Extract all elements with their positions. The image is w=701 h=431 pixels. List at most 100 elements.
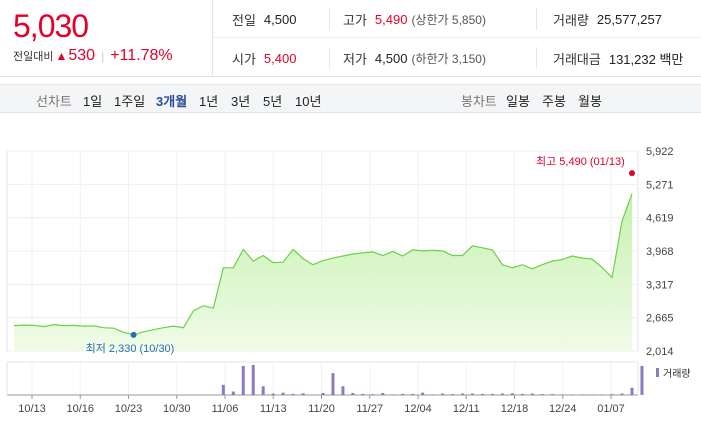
- volume-bar: [431, 394, 435, 395]
- open-price: 시가 5,400: [232, 50, 297, 67]
- tab-3m[interactable]: 3개월: [156, 94, 188, 109]
- divider: [329, 47, 330, 69]
- x-tick-label: 12/04: [404, 403, 432, 415]
- y-tick-label: 3,317: [646, 279, 674, 291]
- volume-bar: [291, 393, 295, 395]
- volume-bar: [301, 393, 305, 395]
- change-percent: +11.78%: [110, 47, 173, 64]
- tab-weekly-candle[interactable]: 주봉: [542, 94, 566, 109]
- x-tick-label: 12/18: [501, 403, 529, 415]
- y-tick-label: 2,014: [646, 346, 674, 358]
- day-low: 저가 4,500 (하한가 3,150): [343, 50, 486, 67]
- volume-bar: [241, 365, 245, 395]
- volume-bar: [331, 373, 335, 395]
- volume-bar: [381, 392, 385, 395]
- x-tick-label: 10/23: [115, 403, 143, 415]
- divider: [329, 8, 330, 30]
- volume-bar: [600, 394, 604, 395]
- volume-bar: [251, 365, 255, 395]
- prev-close: 전일 4,500: [232, 11, 297, 28]
- volume-bar: [560, 394, 564, 395]
- volume-bar: [471, 393, 475, 395]
- volume-bar: [231, 391, 235, 395]
- volume-bar: [500, 393, 504, 395]
- volume-bar: [540, 394, 544, 395]
- volume-bar: [391, 394, 395, 395]
- volume-swatch: [656, 368, 659, 377]
- x-tick-label: 11/06: [212, 403, 239, 415]
- volume-legend: 거래량: [656, 365, 691, 380]
- quote-row-1: 전일 4,500 고가 5,490 (상한가 5,850) 거래량 25,577…: [213, 0, 701, 38]
- volume-bar: [520, 393, 524, 395]
- quote-row-2: 시가 5,400 저가 4,500 (하한가 3,150) 거래대금 131,2…: [213, 39, 701, 77]
- y-tick-label: 3,968: [646, 246, 674, 258]
- volume-bar: [630, 387, 634, 395]
- volume-bar: [411, 393, 415, 395]
- volume-bar: [371, 394, 375, 395]
- volume-bar: [261, 386, 265, 395]
- tab-daily-candle[interactable]: 일봉: [506, 94, 530, 109]
- volume-bar: [620, 393, 624, 395]
- day-high: 고가 5,490 (상한가 5,850): [343, 11, 486, 28]
- volume-bar: [451, 394, 455, 395]
- volume-bar: [341, 386, 345, 395]
- volume-bar: [550, 394, 554, 395]
- volume-bar: [271, 393, 275, 395]
- x-tick-label: 11/13: [260, 403, 287, 415]
- tab-3y[interactable]: 3년: [231, 94, 251, 109]
- volume-bar: [351, 392, 355, 395]
- price-change: 전일대비 ▲ 530 | +11.78%: [13, 47, 173, 65]
- volume-bar: [530, 393, 534, 395]
- price-area: [14, 193, 632, 351]
- volume-bar: [361, 393, 365, 395]
- y-tick-label: 5,922: [646, 146, 674, 158]
- high-annotation: 최고 5,490 (01/13): [536, 156, 625, 169]
- x-tick-label: 10/30: [163, 403, 191, 415]
- change-separator: |: [101, 49, 105, 63]
- tab-1w[interactable]: 1주일: [114, 94, 146, 109]
- y-tick-label: 5,271: [646, 179, 674, 191]
- x-tick-label: 12/11: [453, 403, 480, 415]
- volume-stat: 거래량 25,577,257: [553, 11, 662, 28]
- volume-bar: [461, 393, 465, 395]
- x-tick-label: 01/07: [597, 403, 625, 415]
- tab-10y[interactable]: 10년: [295, 94, 322, 109]
- volume-bar: [480, 393, 484, 395]
- tab-5y[interactable]: 5년: [263, 94, 283, 109]
- volume-bar: [401, 393, 405, 395]
- trade-value-stat: 거래대금 131,232 백만: [553, 51, 684, 67]
- x-tick-label: 11/27: [356, 403, 383, 415]
- low-annotation: 최저 2,330 (10/30): [85, 342, 175, 355]
- change-label: 전일대비: [13, 51, 54, 63]
- current-price: 5,030: [13, 8, 89, 44]
- divider: [536, 47, 537, 69]
- x-tick-label: 10/13: [18, 403, 46, 415]
- y-tick-label: 4,619: [646, 213, 674, 225]
- volume-bar: [570, 394, 574, 395]
- high-marker: [629, 170, 635, 177]
- y-tick-label: 2,665: [646, 313, 674, 325]
- line-chart-label: 선차트: [36, 94, 72, 109]
- volume-bar: [281, 392, 285, 395]
- x-tick-label: 10/16: [66, 403, 94, 415]
- quote-panel: 5,030 전일대비 ▲ 530 | +11.78% 전일 4,500 고가 5…: [0, 0, 701, 77]
- x-tick-label: 11/20: [308, 403, 335, 415]
- price-box: 5,030 전일대비 ▲ 530 | +11.78%: [0, 0, 213, 77]
- chart-canvas: 5,922 5,271 4,619 3,968 3,317 2,665 2,014 10/13…: [6, 146, 674, 415]
- candle-chart-label: 봉차트: [461, 94, 497, 109]
- volume-bar: [590, 394, 594, 395]
- volume-bar: [580, 394, 584, 395]
- volume-bar: [490, 393, 494, 395]
- divider: [536, 8, 537, 30]
- chart-tabs: 선차트 1일 1주일 3개월 1년 3년 5년 10년 봉차트 일봉 주봉 월봉: [0, 84, 701, 113]
- volume-bar: [421, 392, 425, 395]
- tab-1d[interactable]: 1일: [83, 94, 103, 109]
- price-chart: 5,922 5,271 4,619 3,968 3,317 2,665 2,014 10/13…: [0, 130, 701, 431]
- volume-bar: [321, 392, 325, 395]
- change-amount: 530: [68, 47, 96, 64]
- up-arrow-icon: ▲: [55, 49, 68, 63]
- volume-bar: [221, 384, 225, 395]
- volume-bar: [610, 394, 614, 395]
- tab-1y[interactable]: 1년: [199, 94, 219, 109]
- tab-monthly-candle[interactable]: 월봉: [578, 94, 602, 109]
